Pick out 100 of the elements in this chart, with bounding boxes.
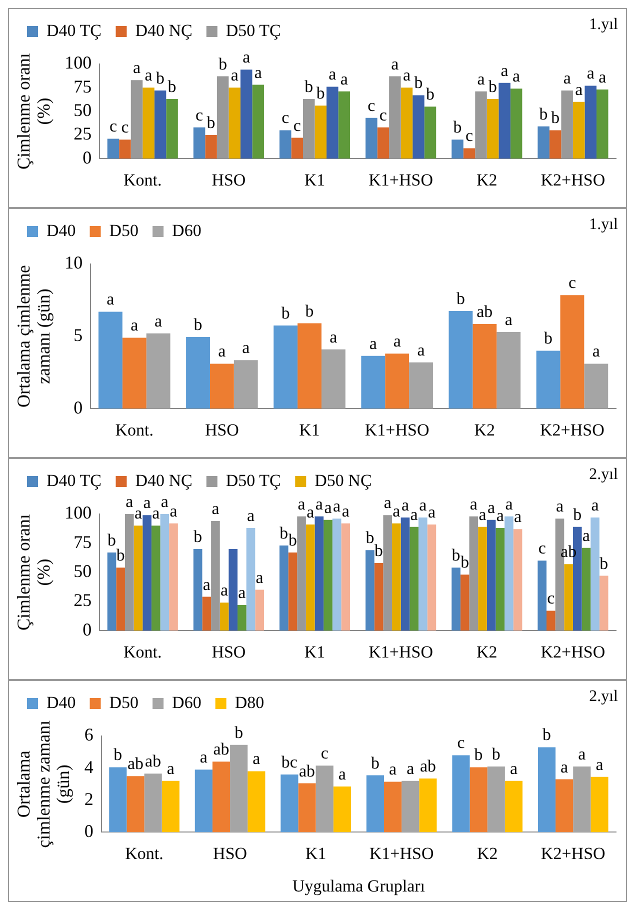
data-label: b	[366, 528, 374, 548]
data-label: a	[220, 580, 229, 600]
data-label: a	[393, 332, 402, 351]
y-axis-title: Çimlenme oranı (%)	[14, 53, 54, 170]
bar	[332, 518, 342, 631]
x-tick-label: K1+HSO	[364, 420, 430, 440]
data-label: a	[338, 764, 346, 784]
data-label: a	[410, 504, 418, 524]
data-label: a	[134, 504, 142, 523]
legend-label: D60	[172, 692, 202, 712]
data-label: ab	[127, 754, 144, 774]
data-label: a	[586, 64, 595, 83]
data-label: a	[598, 68, 607, 87]
y-tick-label: 100	[64, 502, 92, 523]
bar	[582, 548, 591, 631]
data-label: bc	[281, 752, 298, 772]
bar	[248, 771, 266, 832]
legend-label: D50 TÇ	[226, 20, 281, 40]
x-tick-label: K1	[299, 420, 320, 440]
bar	[162, 780, 180, 832]
x-tick-label: K2+HSO	[540, 420, 604, 440]
data-label: a	[401, 495, 410, 514]
bar	[560, 295, 584, 409]
bar	[513, 529, 522, 631]
bar	[216, 76, 229, 159]
data-label: a	[500, 60, 509, 80]
data-label: a	[582, 526, 590, 545]
bar	[151, 526, 160, 631]
legend-label: D40 NÇ	[135, 20, 192, 40]
bar	[556, 779, 574, 832]
bar	[486, 99, 499, 159]
bar	[202, 596, 212, 631]
bar	[463, 148, 476, 159]
y-tick-label: 10	[64, 252, 83, 273]
bar	[240, 70, 252, 159]
bar	[316, 766, 334, 832]
bar	[424, 106, 436, 159]
legend-label: D50 NÇ	[314, 470, 372, 490]
bar	[410, 526, 418, 631]
bar	[469, 516, 478, 631]
data-label: c	[196, 105, 204, 124]
bar	[599, 576, 608, 631]
data-label: c	[320, 744, 329, 763]
x-tick-label: Kont.	[115, 420, 154, 440]
bar	[324, 520, 332, 631]
bar	[107, 552, 116, 631]
data-label: a	[170, 501, 178, 520]
bar	[205, 134, 217, 159]
bar	[211, 520, 220, 631]
bar	[536, 350, 560, 409]
x-tick-label: K2	[476, 642, 498, 662]
data-label: b	[280, 523, 288, 542]
bar	[496, 332, 521, 409]
y-axis-title: Ortalama çimlenme zamanı (gün)	[14, 720, 74, 848]
bar	[504, 780, 523, 832]
bar	[126, 776, 144, 832]
data-label: a	[154, 311, 163, 330]
legend-label: D50 TÇ	[226, 470, 281, 490]
data-label: a	[596, 754, 604, 774]
x-tick-label: HSO	[212, 170, 246, 190]
data-label: a	[342, 501, 350, 520]
bar	[383, 515, 392, 631]
bar	[470, 767, 488, 832]
bar	[246, 528, 256, 631]
bar	[326, 86, 338, 159]
y-tick-label: 0	[82, 619, 92, 640]
bar	[144, 774, 162, 832]
bar	[291, 138, 304, 159]
bar	[402, 780, 420, 832]
bar	[448, 310, 473, 409]
data-label: a	[106, 290, 115, 309]
bar	[210, 364, 234, 409]
bar	[377, 127, 390, 159]
data-label: a	[510, 758, 518, 778]
bar	[561, 90, 573, 159]
data-label: a	[496, 506, 504, 525]
bar	[374, 562, 384, 631]
data-label: b	[218, 54, 228, 74]
bar	[124, 514, 134, 631]
legend-label: D40	[46, 692, 76, 712]
y-tick-label: 25	[74, 124, 92, 144]
y-tick-label: 0	[74, 397, 83, 418]
bar	[573, 766, 591, 832]
data-label: b	[460, 552, 470, 572]
bar	[384, 782, 402, 832]
data-label: b	[542, 725, 551, 744]
data-label: c	[568, 273, 576, 292]
y-tick-label: 6	[84, 724, 94, 745]
bar	[418, 518, 428, 631]
data-label: b	[573, 504, 582, 524]
data-label: b	[305, 301, 314, 320]
bar	[584, 86, 596, 159]
bar	[298, 323, 322, 409]
data-label: c	[547, 588, 556, 608]
bar	[288, 552, 298, 631]
data-label: b	[288, 530, 297, 550]
y-tick-label: 0	[84, 820, 94, 841]
legend-label: D50	[109, 220, 139, 240]
text: 2.yıl	[589, 466, 619, 484]
data-label: a	[514, 507, 522, 526]
